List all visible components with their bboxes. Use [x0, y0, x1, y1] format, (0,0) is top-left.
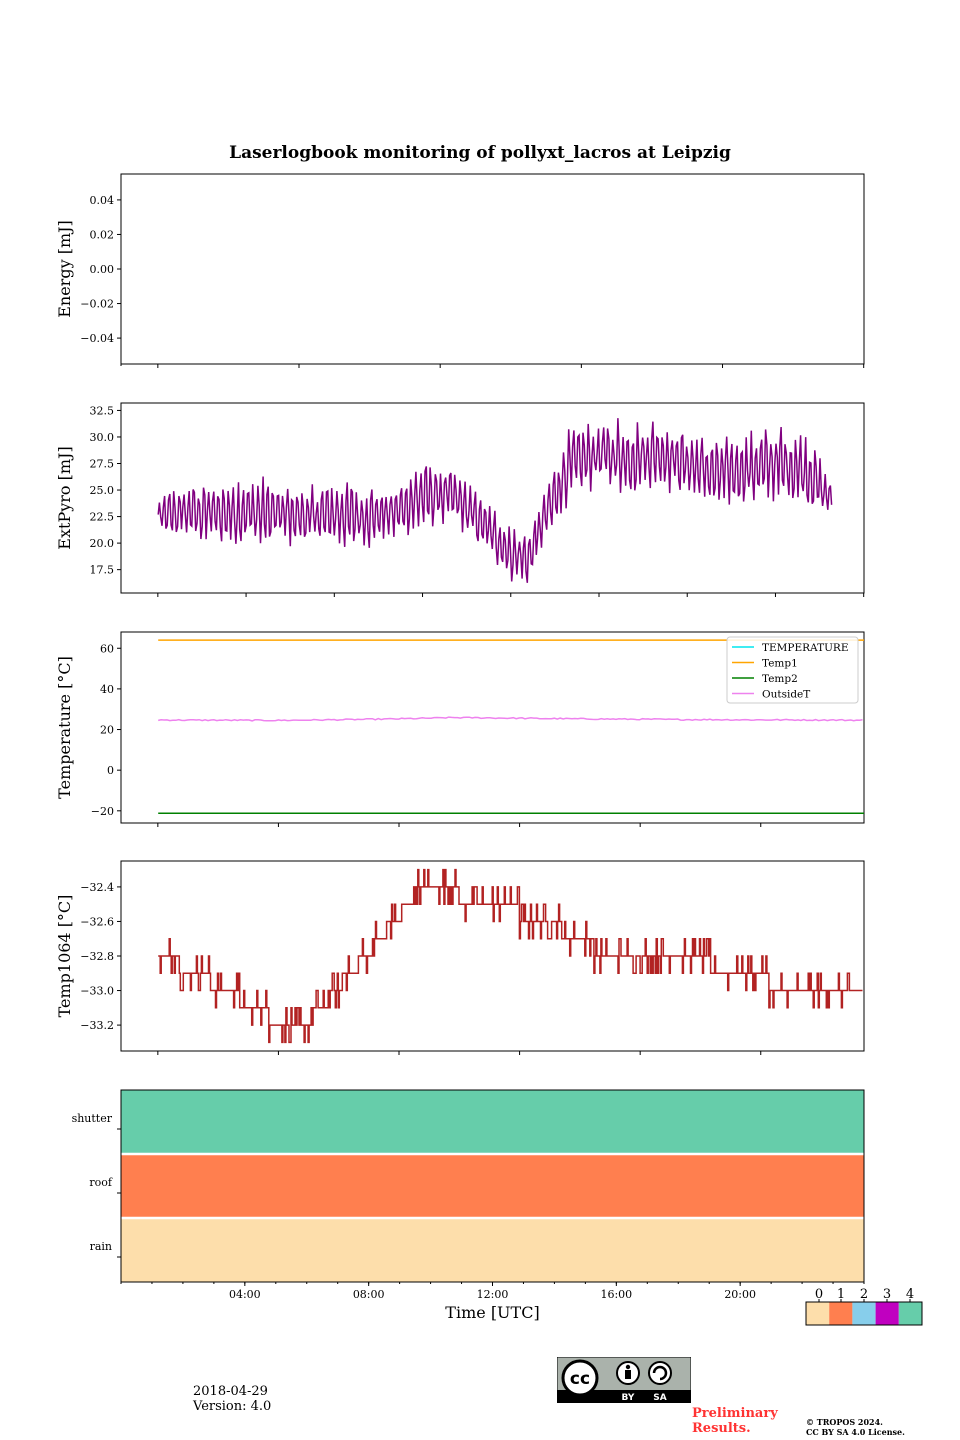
legend-box: [726, 636, 859, 704]
y-tick-label: 0.04: [90, 194, 115, 207]
axes-frame: [120, 631, 865, 824]
status-row-shutter: [121, 1090, 864, 1154]
date-label: 2018-04-29: [193, 1384, 268, 1399]
y-tick-label: 0: [107, 764, 114, 777]
y-tick-label: 20: [100, 724, 114, 737]
version-label: Version: 4.0: [193, 1399, 272, 1414]
colorbar-tick-label: 0: [815, 1287, 823, 1302]
y-tick-label: −20: [91, 805, 114, 818]
badge-sa-label: SA: [653, 1393, 666, 1403]
preliminary-text: Preliminary Results.: [692, 1406, 778, 1436]
y-axis-label: ExtPyro [mJ]: [55, 446, 74, 549]
preliminary-results-label: Preliminary Results.: [692, 1406, 778, 1436]
legend-entry: Temp2: [762, 673, 798, 685]
badge-by-label: BY: [622, 1393, 635, 1403]
y-tick-label: 20.0: [90, 537, 115, 550]
axes-frame: [120, 402, 865, 594]
figure-title: Laserlogbook monitoring of pollyxt_lacro…: [229, 143, 731, 163]
temperature-panel: 60 40 20 0 −20 Temperature [°C] TEMPERATURE Tem…: [55, 631, 865, 827]
y-tick-label: 0.00: [90, 263, 115, 276]
legend-entry: OutsideT: [762, 689, 810, 701]
y-tick-label: −0.02: [80, 298, 114, 311]
colorbar-tick-label: 1: [837, 1287, 845, 1302]
x-tick-label: 12:00: [477, 1288, 509, 1301]
colorbar-tick-label: 4: [906, 1287, 914, 1302]
temp1064-panel: −32.4 −32.6 −32.8 −33.0 −33.2 Temp1064 [°C]: [55, 860, 865, 1055]
copyright-notice: © TROPOS 2024. CC BY SA 4.0 License.: [806, 1417, 905, 1437]
extpyro-series-line: [157, 418, 833, 583]
x-axis-label: Time [UTC]: [445, 1303, 539, 1322]
y-tick-label: −33.2: [80, 1019, 114, 1032]
status-row-label: roof: [89, 1176, 113, 1189]
y-tick-label: −0.04: [80, 332, 114, 345]
legend-entry: Temp1: [762, 658, 798, 670]
colorbar-cell-2: [852, 1302, 876, 1325]
cc-logo-icon: [561, 1359, 599, 1397]
y-tick-label: 0.02: [90, 228, 115, 241]
y-tick-label: 27.5: [90, 458, 115, 471]
status-panel: shutter roof rain 04:00 08:00 12:00 16:00 20:00…: [72, 1089, 865, 1322]
energy-panel: 0.04 0.02 0.00 −0.02 −0.04 Energy [mJ]: [55, 173, 865, 368]
extpyro-panel: 17.5 20.0 22.5 25.0 27.5 30.0 32.5 ExtPyro [mJ]: [55, 402, 865, 597]
status-row-label: shutter: [72, 1112, 113, 1125]
colorbar-tick-label: 3: [883, 1287, 891, 1302]
legend: TEMPERATURE Temp1 Temp2 OutsideT: [726, 636, 859, 704]
y-tick-label: 25.0: [90, 484, 115, 497]
y-tick-label: −33.0: [80, 985, 114, 998]
status-row-roof: [121, 1154, 864, 1218]
y-tick-label: 60: [100, 642, 114, 655]
colorbar-cell-0: [806, 1302, 830, 1325]
copyright-text: © TROPOS 2024. CC BY SA 4.0 License.: [806, 1417, 905, 1437]
y-axis-label: Temp1064 [°C]: [55, 895, 74, 1018]
x-tick-label: 20:00: [724, 1288, 756, 1301]
y-axis-label: Energy [mJ]: [55, 220, 74, 318]
x-tick-label: 04:00: [229, 1288, 261, 1301]
cc-logo-text: cc: [570, 1369, 590, 1389]
date-version-block: 2018-04-29 Version: 4.0: [193, 1384, 271, 1414]
y-tick-label: 22.5: [90, 511, 115, 524]
colorbar-cell-3: [875, 1302, 899, 1325]
status-row-label: rain: [90, 1240, 112, 1253]
legend-entry: TEMPERATURE: [762, 642, 849, 654]
y-tick-label: −32.4: [80, 881, 114, 894]
colorbar-cell-1: [829, 1302, 853, 1325]
colorbar-tick-label: 2: [860, 1287, 868, 1302]
y-tick-label: 40: [100, 683, 114, 696]
share-alike-icon: [648, 1361, 672, 1385]
cc-by-sa-badge: cc BY SA: [557, 1357, 691, 1403]
y-axis-label: Temperature [°C]: [55, 656, 74, 799]
temp1064-series-line: [158, 868, 863, 1044]
axes-frame: [120, 173, 865, 365]
x-tick-label: 16:00: [600, 1288, 632, 1301]
y-tick-label: −32.6: [80, 915, 114, 928]
colorbar-cell-4: [898, 1302, 922, 1325]
y-tick-label: 32.5: [90, 404, 115, 417]
y-tick-label: 30.0: [90, 431, 115, 444]
y-tick-label: −32.8: [80, 950, 114, 963]
x-tick-label: 08:00: [353, 1288, 385, 1301]
y-tick-label: 17.5: [90, 564, 115, 577]
series-line-outsidet: [158, 716, 863, 722]
status-row-rain: [121, 1218, 864, 1282]
